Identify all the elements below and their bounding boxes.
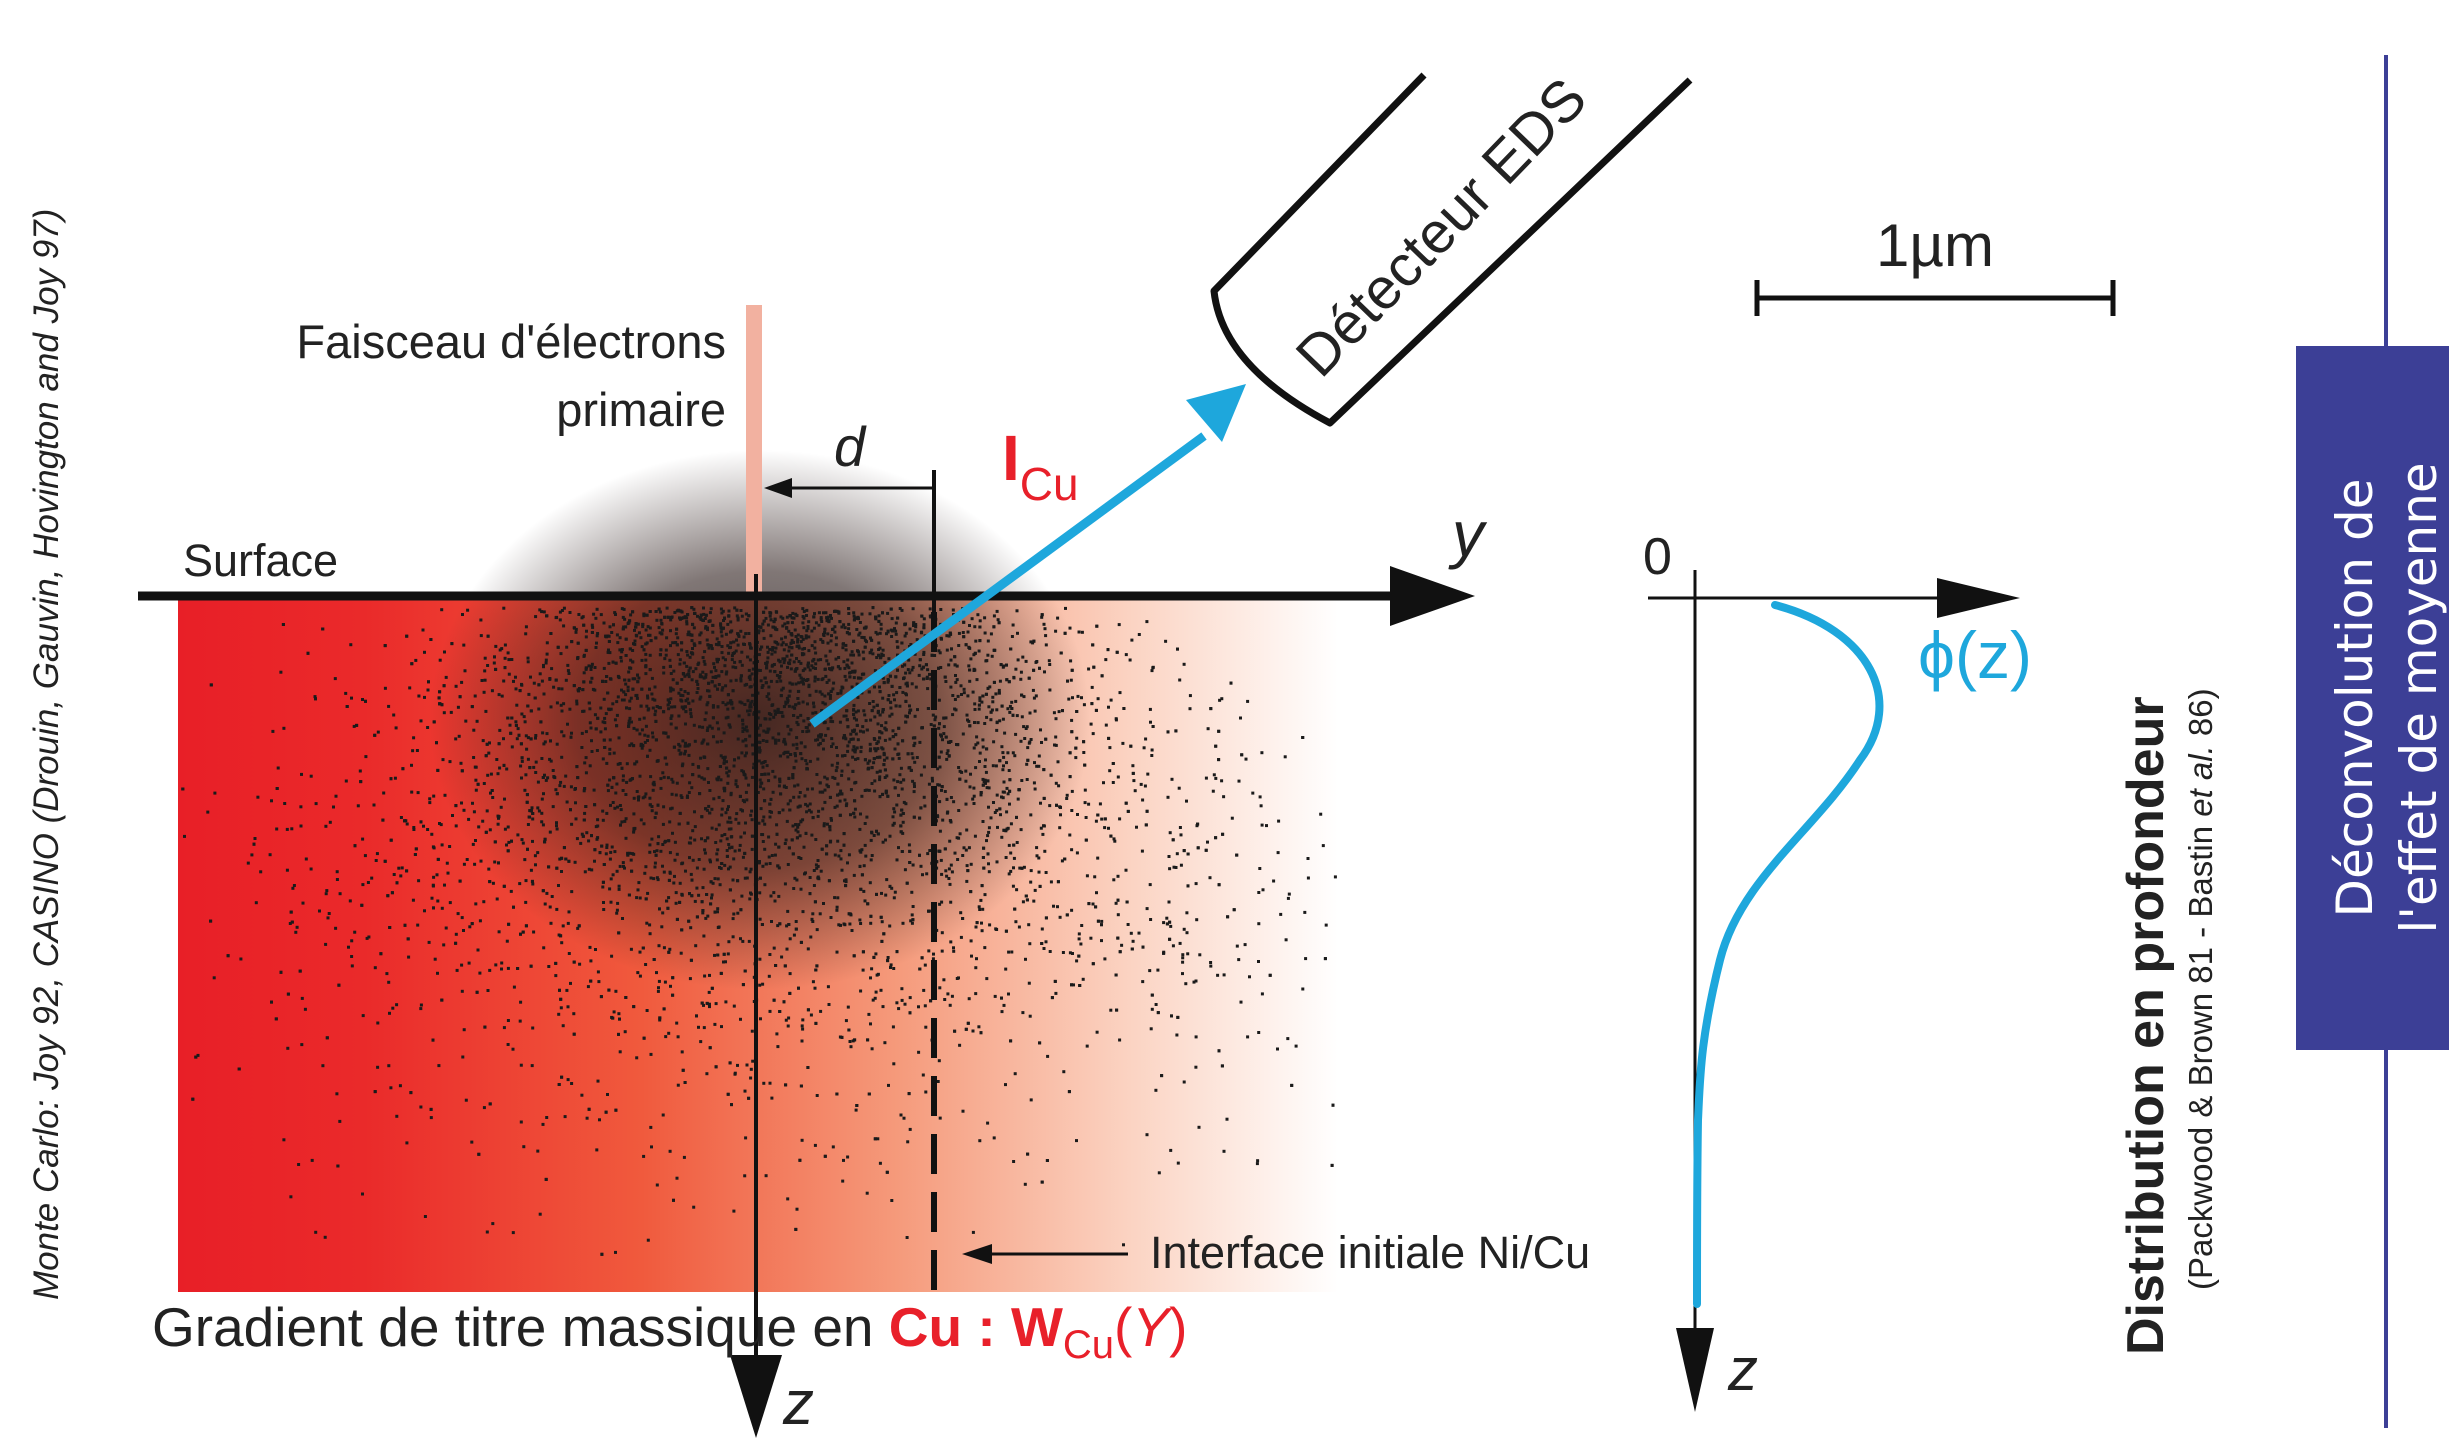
xray-arrowhead (1186, 384, 1246, 442)
phi-z-curve (1693, 601, 1884, 1308)
gradient-paren-open: ( (1114, 1296, 1132, 1358)
distribution-ref-suffix: 86) (2182, 688, 2219, 745)
primary-beam (746, 305, 762, 595)
side-panel-box (2296, 346, 2449, 1050)
surface-label: Surface (183, 535, 338, 586)
intensity-subscript: Cu (1020, 458, 1079, 510)
gradient-element: Cu : (889, 1296, 1011, 1358)
axis-z-label: z (782, 1369, 814, 1438)
distance-label: d (834, 415, 867, 478)
distribution-title: Distribution en profondeur (2117, 696, 2175, 1355)
detector-label: Détecteur EDS (1284, 66, 1599, 389)
beam-label-line1: Faisceau d'électrons (296, 315, 726, 368)
intensity-label: ICu (1002, 422, 1079, 510)
distribution-ref-italic: et al. (2182, 745, 2219, 817)
scale-bar-label: 1µm (1876, 212, 1994, 279)
gradient-variable: Y (1132, 1296, 1172, 1358)
side-panel-line1: Déconvolution de (2326, 479, 2384, 918)
phi-curve-label: ϕ(z) (1918, 618, 2032, 692)
interface-pointer-arrowhead (962, 1244, 992, 1264)
gradient-paren-close: ) (1169, 1296, 1187, 1358)
phi-origin-label: 0 (1643, 528, 1672, 586)
axis-y-label: y (1448, 498, 1488, 570)
side-panel-line2: l'effet de moyenne (2390, 462, 2448, 933)
beam-label-line2: primaire (556, 383, 726, 436)
electron-trajectory-dots (181, 606, 1337, 1256)
interface-label: Interface initiale Ni/Cu (1150, 1227, 1590, 1278)
gradient-w-symbol: W (1011, 1296, 1063, 1358)
distribution-ref-prefix: (Packwood & Brown 81 - Bastin (2182, 817, 2219, 1290)
axis-z-arrowhead (730, 1355, 782, 1438)
axis-y-arrowhead (1390, 566, 1475, 626)
distance-arrowhead (764, 478, 792, 498)
interaction-volume-shade (430, 450, 1090, 990)
gradient-prefix: Gradient de titre massique en (152, 1296, 889, 1358)
monte-carlo-credit: Monte Carlo: Joy 92, CASINO (Drouin, Gau… (27, 209, 66, 1300)
gradient-w-subscript: Cu (1063, 1323, 1114, 1367)
phi-z-label: z (1727, 1336, 1758, 1403)
distribution-reference: (Packwood & Brown 81 - Bastin et al. 86) (2182, 688, 2219, 1290)
phi-horizontal-arrowhead (1937, 578, 2020, 618)
intensity-symbol: I (1002, 422, 1020, 494)
gradient-caption: Gradient de titre massique en Cu : WCu(Y… (152, 1296, 1187, 1367)
phi-vertical-arrowhead (1676, 1328, 1714, 1412)
detector-body (1210, 72, 1693, 427)
xray-path (809, 432, 1207, 728)
